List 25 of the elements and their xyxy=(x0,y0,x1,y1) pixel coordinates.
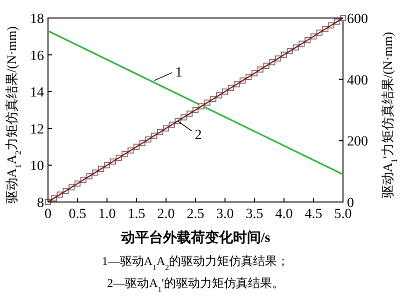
y-tick-label: 8 xyxy=(37,196,44,211)
y-tick-label: 18 xyxy=(30,12,44,27)
x-tick-label: 4.0 xyxy=(275,207,293,222)
x-tick-label: 5.0 xyxy=(334,207,352,222)
x-tick-label: 3.5 xyxy=(246,207,264,222)
y2-tick-label: 400 xyxy=(347,73,368,88)
x-tick-label: 1.5 xyxy=(128,207,146,222)
x-tick-label: 0.5 xyxy=(68,207,86,222)
x-tick-label: 2.0 xyxy=(157,207,175,222)
y2-tick-label: 200 xyxy=(347,134,368,150)
y-tick-label: 16 xyxy=(30,48,44,64)
y-tick-label: 12 xyxy=(30,122,44,138)
x-tick-label: 2.5 xyxy=(186,207,204,222)
annotation: 1 xyxy=(175,66,182,81)
annotation: 2 xyxy=(194,128,202,144)
x-axis-title: 动平台外载荷变化时间/s xyxy=(120,229,271,246)
x-tick-label: 1.0 xyxy=(98,207,116,222)
text: 1—驱动A$_{1}$A$_{2}$的驱动力矩仿真结果； xyxy=(102,254,290,272)
y-tick-label: 14 xyxy=(30,86,44,101)
x-tick-label: 4.5 xyxy=(304,207,322,222)
x-tick-label: 3.0 xyxy=(216,207,234,222)
text: 2—驱动A$_{1}$'的驱动力矩仿真结果。 xyxy=(107,276,284,294)
x-tick-label: 0 xyxy=(44,207,52,222)
y-tick-label: 10 xyxy=(30,159,44,174)
y2-tick-label: 600 xyxy=(347,12,368,27)
